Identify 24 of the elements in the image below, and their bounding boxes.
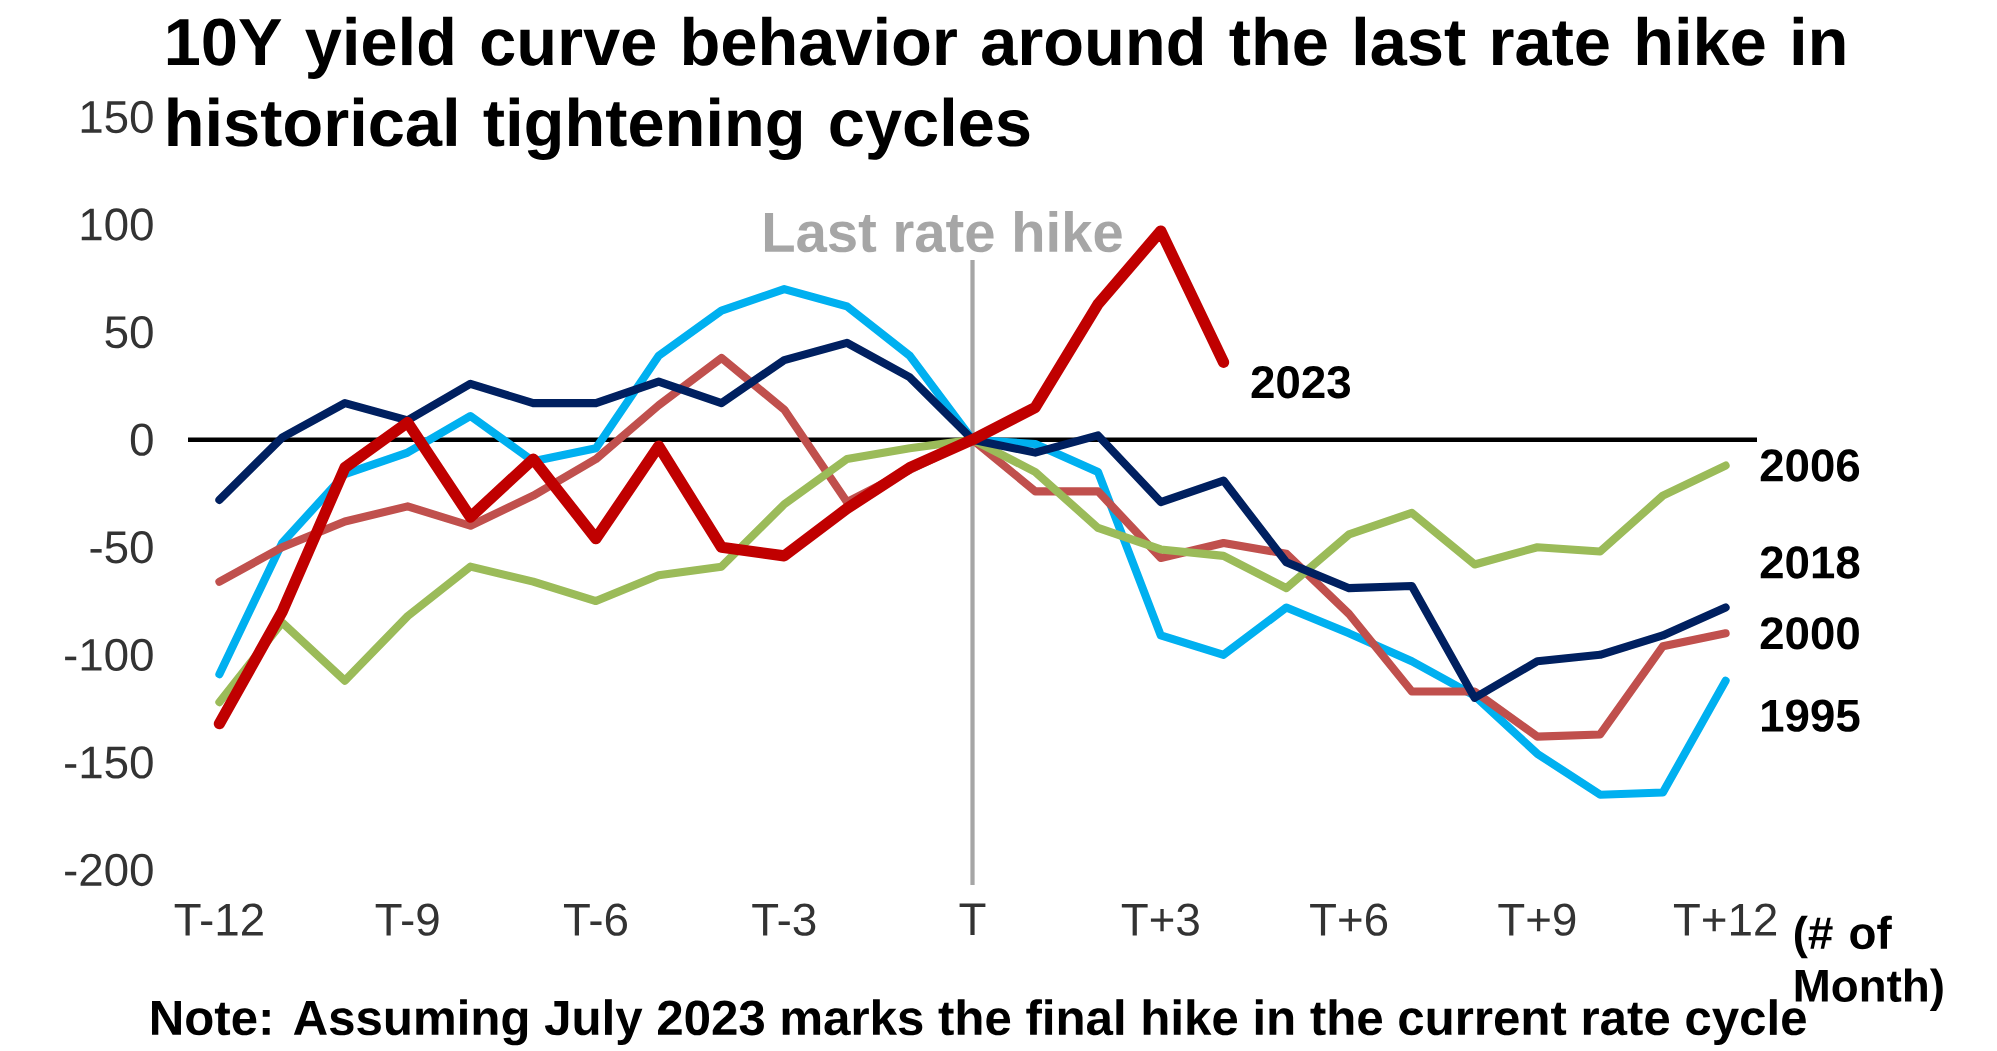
y-tick-label: -200 — [65, 853, 153, 887]
y-tick-label: 100 — [81, 208, 153, 241]
y-tick-label: -100 — [65, 638, 153, 672]
y-tick-label: 150 — [81, 100, 153, 134]
y-tick-label: 0 — [130, 423, 153, 456]
y-tick-label: -50 — [90, 531, 153, 564]
ref-line-label: Last rate hike — [764, 211, 1122, 253]
x-tick-label: T-9 — [375, 903, 439, 936]
series-label: 2006 — [1760, 449, 1860, 482]
chart-title: 10Y yield curve behavior around the last rate hike in historical tightening cycles — [167, 16, 1845, 161]
y-tick-label: -150 — [65, 746, 153, 779]
series-label: 1995 — [1762, 699, 1860, 732]
x-tick-label: T+3 — [1121, 903, 1199, 936]
x-tick-label: T+12 — [1673, 903, 1777, 936]
series-label: 2000 — [1760, 617, 1859, 650]
x-tick-label: T+6 — [1310, 903, 1388, 936]
x-tick-label: T-6 — [563, 903, 627, 936]
x-tick-label: T — [959, 903, 986, 935]
series-label: 2023 — [1251, 366, 1350, 399]
x-tick-label: T+9 — [1498, 903, 1576, 936]
y-tick-label: 50 — [105, 315, 153, 349]
series-label: 2018 — [1760, 546, 1860, 579]
x-tick-label: T-12 — [174, 903, 263, 936]
x-tick-label: T-3 — [752, 903, 816, 936]
